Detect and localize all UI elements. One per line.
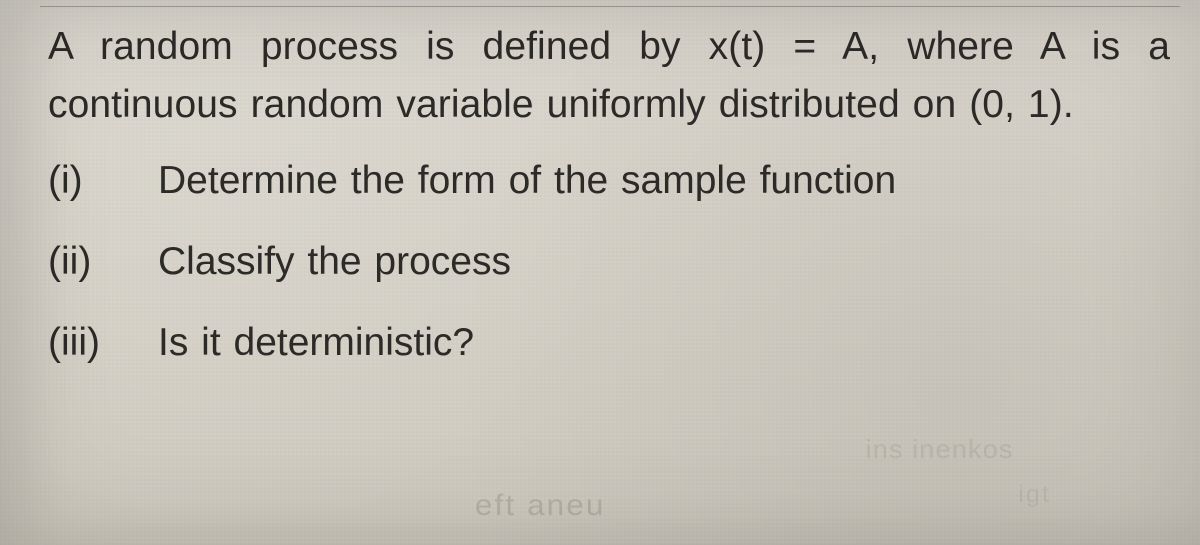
part-text: Determine the form of the sample functio… [158, 161, 896, 200]
part-text: Classify the process [158, 242, 511, 281]
question-block: A random process is defined by x(t) = A,… [48, 18, 1170, 525]
question-parts: (i) Determine the form of the sample fun… [48, 161, 1170, 362]
bleedthrough-text: ins inenkos [865, 434, 1013, 465]
part-label: (ii) [48, 242, 158, 281]
question-intro: A random process is defined by x(t) = A,… [48, 18, 1170, 133]
page-top-rule [40, 6, 1180, 7]
part-label: (i) [48, 161, 158, 200]
part-i: (i) Determine the form of the sample fun… [48, 161, 1170, 200]
part-text: Is it deterministic? [158, 323, 474, 362]
part-label: (iii) [48, 323, 158, 362]
part-iii: (iii) Is it deterministic? [48, 323, 1170, 362]
part-ii: (ii) Classify the process [48, 242, 1170, 281]
bleedthrough-text: igt [1018, 481, 1051, 509]
bleedthrough-text: eft aneu [475, 489, 606, 523]
